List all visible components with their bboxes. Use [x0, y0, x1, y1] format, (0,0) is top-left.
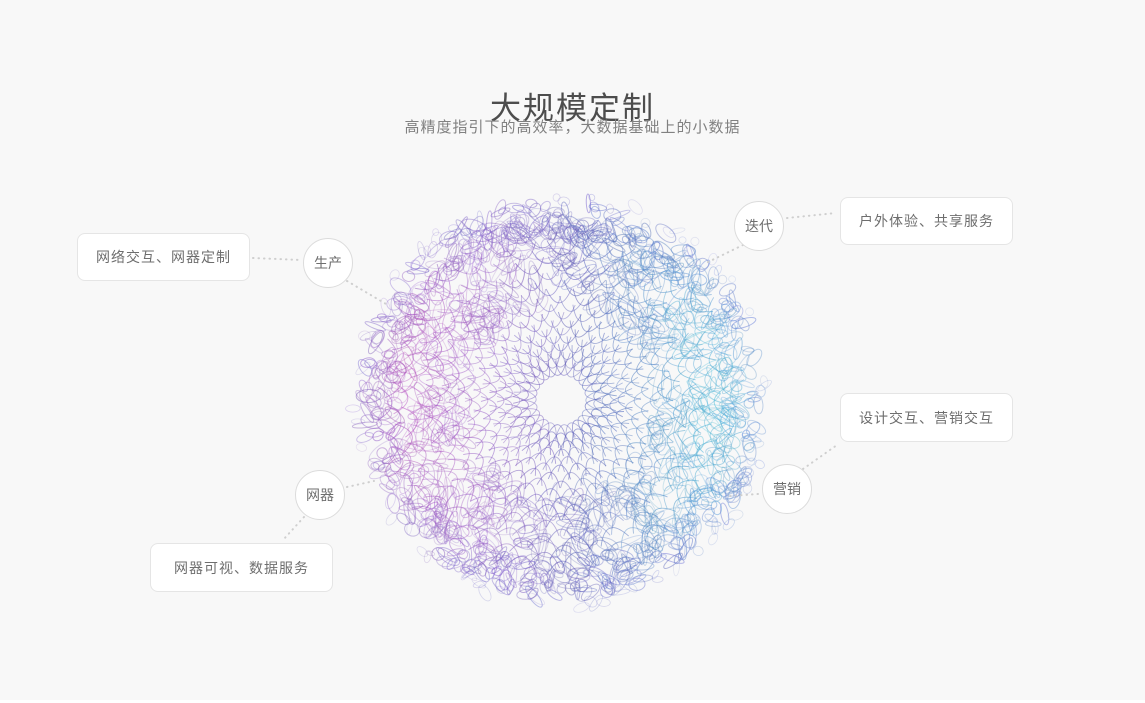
- page-subtitle: 高精度指引下的高效率，大数据基础上的小数据: [404, 119, 741, 136]
- card-outdoor-experience: 户外体验、共享服务: [840, 197, 1013, 245]
- node-label: 网器: [306, 487, 334, 503]
- card-label: 户外体验、共享服务: [859, 213, 994, 229]
- page-bottom-edge: [0, 700, 1145, 703]
- node-circle-device: 网器: [295, 470, 345, 520]
- card-label: 网络交互、网器定制: [96, 249, 231, 265]
- page-title: 大规模定制: [490, 90, 655, 126]
- node-label: 迭代: [745, 218, 773, 234]
- card-network-interaction: 网络交互、网器定制: [77, 233, 250, 281]
- card-design-interaction: 设计交互、营销交互: [840, 393, 1013, 442]
- node-circle-production: 生产: [303, 238, 353, 288]
- node-circle-marketing: 营销: [762, 464, 812, 514]
- node-label: 营销: [773, 481, 801, 497]
- node-label: 生产: [314, 255, 342, 271]
- card-device-visualization: 网器可视、数据服务: [150, 543, 333, 592]
- sphere-artwork-svg: [345, 193, 772, 613]
- card-label: 网器可视、数据服务: [174, 559, 309, 576]
- sphere-visualization: [331, 170, 791, 630]
- node-circle-iteration: 迭代: [734, 201, 784, 251]
- card-label: 设计交互、营销交互: [859, 409, 994, 426]
